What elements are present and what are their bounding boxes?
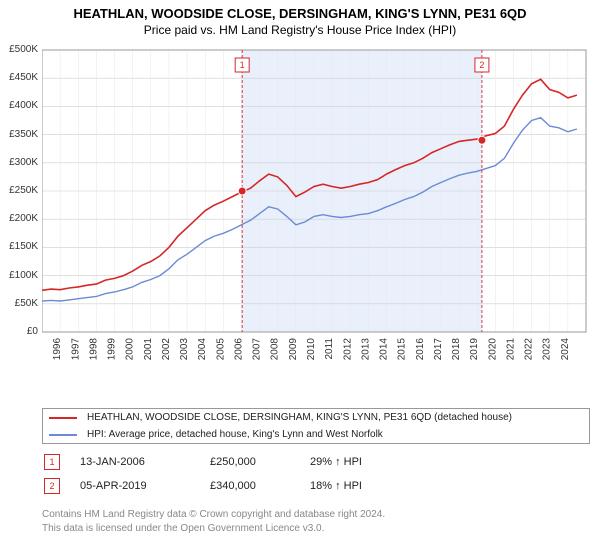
transaction-hpi: 29% ↑ HPI	[310, 456, 420, 468]
svg-text:2023: 2023	[542, 338, 553, 361]
y-tick-label: £200K	[0, 213, 38, 224]
transaction-price: £340,000	[210, 480, 310, 492]
svg-text:2020: 2020	[487, 338, 498, 361]
svg-text:2006: 2006	[233, 338, 244, 361]
footer-line: Contains HM Land Registry data © Crown c…	[42, 508, 590, 522]
legend-label: HEATHLAN, WOODSIDE CLOSE, DERSINGHAM, KI…	[87, 412, 512, 423]
y-tick-label: £300K	[0, 157, 38, 168]
transaction-row: 1 13-JAN-2006 £250,000 29% ↑ HPI	[42, 450, 590, 474]
svg-text:2009: 2009	[288, 338, 299, 361]
svg-text:1996: 1996	[52, 338, 63, 361]
svg-text:2000: 2000	[125, 338, 136, 361]
transaction-badge: 1	[44, 454, 60, 470]
transaction-price: £250,000	[210, 456, 310, 468]
y-tick-label: £50K	[0, 298, 38, 309]
title-block: HEATHLAN, WOODSIDE CLOSE, DERSINGHAM, KI…	[0, 0, 600, 37]
svg-text:2015: 2015	[397, 338, 408, 361]
svg-text:1999: 1999	[107, 338, 118, 361]
svg-text:2004: 2004	[197, 338, 208, 361]
transaction-row: 2 05-APR-2019 £340,000 18% ↑ HPI	[42, 474, 590, 498]
svg-text:1995: 1995	[42, 338, 45, 361]
chart-area: 1 2 1995 1996 1997 1998 1999 2000 2001 2002 2003 20…	[42, 46, 590, 376]
y-tick-label: £350K	[0, 129, 38, 140]
svg-text:2011: 2011	[324, 338, 335, 360]
svg-text:2022: 2022	[524, 338, 535, 361]
transaction-date: 05-APR-2019	[80, 480, 210, 492]
footer-line: This data is licensed under the Open Gov…	[42, 522, 590, 536]
svg-text:1997: 1997	[70, 338, 81, 361]
svg-text:1998: 1998	[88, 338, 99, 361]
y-tick-label: £500K	[0, 44, 38, 55]
svg-text:2008: 2008	[270, 338, 281, 361]
svg-text:2003: 2003	[179, 338, 190, 361]
svg-text:2014: 2014	[379, 338, 390, 361]
svg-text:2010: 2010	[306, 338, 317, 361]
y-tick-label: £100K	[0, 270, 38, 281]
transaction-hpi: 18% ↑ HPI	[310, 480, 420, 492]
svg-text:2024: 2024	[560, 338, 571, 361]
chart-svg: 1 2 1995 1996 1997 1998 1999 2000 2001 2002 2003 20…	[42, 46, 590, 376]
svg-text:2021: 2021	[505, 338, 516, 361]
svg-text:2002: 2002	[161, 338, 172, 361]
svg-text:2016: 2016	[415, 338, 426, 361]
svg-text:1: 1	[240, 60, 245, 70]
legend-item: HPI: Average price, detached house, King…	[43, 426, 589, 443]
svg-text:2019: 2019	[469, 338, 480, 361]
y-tick-label: £250K	[0, 185, 38, 196]
svg-text:2001: 2001	[143, 338, 154, 361]
svg-text:2017: 2017	[433, 338, 444, 361]
svg-text:2018: 2018	[451, 338, 462, 361]
chart-container: HEATHLAN, WOODSIDE CLOSE, DERSINGHAM, KI…	[0, 0, 600, 560]
svg-text:2007: 2007	[252, 338, 263, 361]
legend-swatch	[49, 434, 77, 436]
chart-title: HEATHLAN, WOODSIDE CLOSE, DERSINGHAM, KI…	[0, 6, 600, 21]
legend-swatch	[49, 417, 77, 419]
y-tick-label: £400K	[0, 100, 38, 111]
svg-text:2005: 2005	[215, 338, 226, 361]
legend-label: HPI: Average price, detached house, King…	[87, 429, 383, 440]
svg-text:2013: 2013	[360, 338, 371, 361]
svg-text:2012: 2012	[342, 338, 353, 361]
y-tick-label: £150K	[0, 241, 38, 252]
y-tick-label: £0	[0, 326, 38, 337]
transaction-date: 13-JAN-2006	[80, 456, 210, 468]
chart-subtitle: Price paid vs. HM Land Registry's House …	[0, 23, 600, 37]
transactions-block: 1 13-JAN-2006 £250,000 29% ↑ HPI 2 05-AP…	[42, 450, 590, 498]
footer: Contains HM Land Registry data © Crown c…	[42, 508, 590, 535]
svg-text:2: 2	[479, 60, 484, 70]
legend: HEATHLAN, WOODSIDE CLOSE, DERSINGHAM, KI…	[42, 408, 590, 444]
legend-item: HEATHLAN, WOODSIDE CLOSE, DERSINGHAM, KI…	[43, 409, 589, 426]
transaction-badge: 2	[44, 478, 60, 494]
y-tick-label: £450K	[0, 72, 38, 83]
